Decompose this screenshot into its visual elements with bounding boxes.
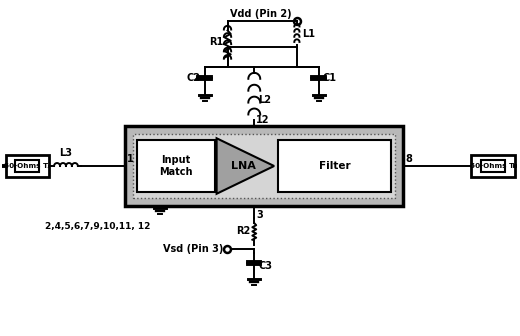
Text: C1: C1 (322, 73, 336, 83)
Bar (471, 155, 515, 177)
Text: C3: C3 (258, 261, 272, 271)
Text: 50-Ohms T.: 50-Ohms T. (470, 163, 516, 169)
Text: 2,4,5,6,7,9,10,11, 12: 2,4,5,6,7,9,10,11, 12 (45, 221, 150, 230)
Text: 8: 8 (405, 154, 412, 164)
Text: L2: L2 (258, 95, 271, 104)
Bar (278, 140, 391, 192)
Bar (125, 126, 403, 206)
Bar (15, 160, 40, 172)
Text: Vsd (Pin 3): Vsd (Pin 3) (163, 244, 224, 254)
Text: L1: L1 (302, 29, 315, 39)
Text: 1: 1 (127, 154, 134, 164)
Text: 3: 3 (256, 210, 263, 220)
Text: LNA: LNA (231, 161, 256, 171)
Text: C2: C2 (187, 73, 201, 83)
Bar (137, 140, 215, 192)
Text: Filter: Filter (319, 161, 350, 171)
Text: 12: 12 (256, 115, 270, 125)
Polygon shape (217, 138, 274, 194)
Text: R2: R2 (236, 226, 250, 237)
Text: Vdd (Pin 2): Vdd (Pin 2) (230, 9, 292, 19)
Bar (481, 160, 505, 172)
Bar (6, 155, 49, 177)
Text: L3: L3 (59, 148, 72, 158)
Bar (133, 134, 395, 198)
Text: R1: R1 (210, 37, 224, 47)
Text: 50-Ohms T.: 50-Ohms T. (5, 163, 50, 169)
Text: Input
Match: Input Match (159, 155, 193, 177)
